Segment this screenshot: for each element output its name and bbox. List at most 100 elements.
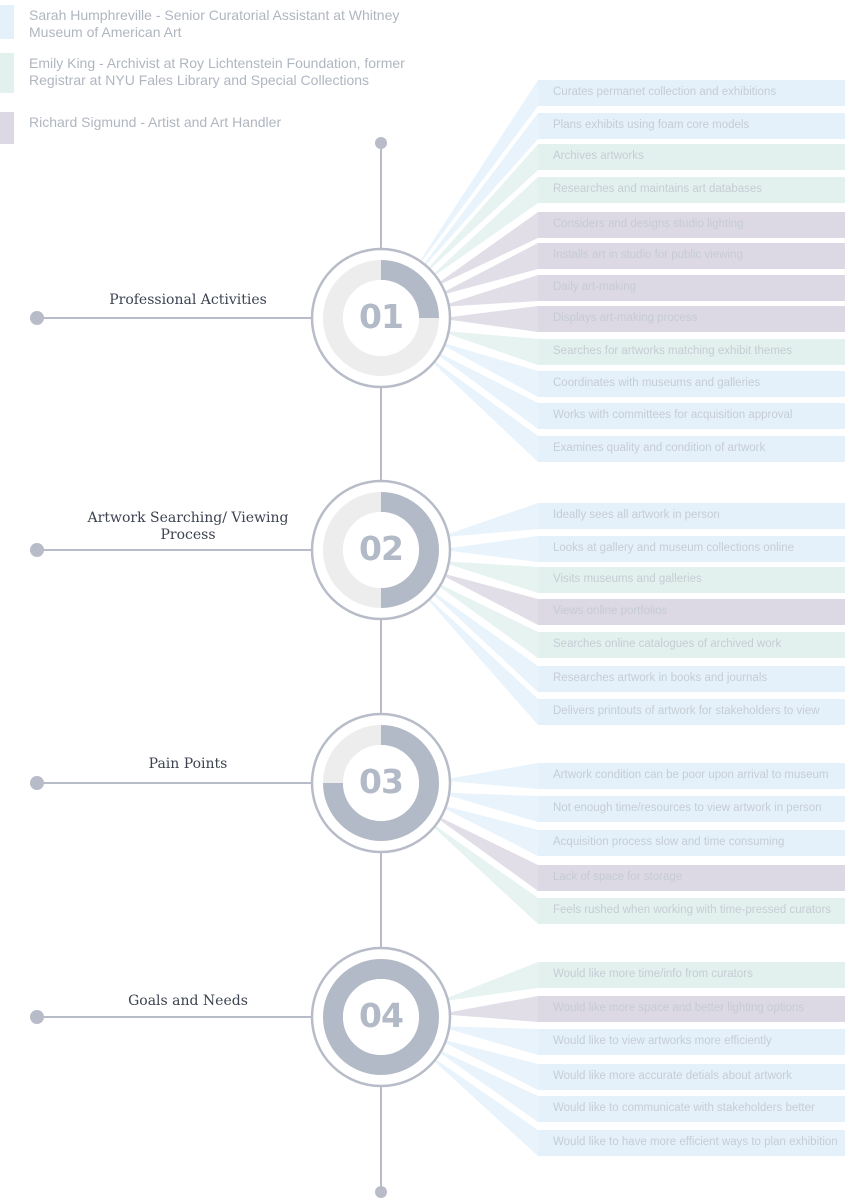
item-label: Lack of space for storage bbox=[553, 871, 683, 883]
item-wedge bbox=[448, 962, 538, 1001]
item-wedge bbox=[434, 361, 538, 462]
item-wedge bbox=[425, 113, 538, 266]
item-label: Researches artwork in books and journals bbox=[553, 672, 768, 684]
item-bar bbox=[538, 536, 845, 562]
item-label: Installs art in studio for public viewin… bbox=[553, 249, 743, 261]
item-label: Would like to view artworks more efficie… bbox=[553, 1035, 772, 1047]
item-wedge bbox=[449, 561, 538, 593]
item-wedge bbox=[450, 1026, 538, 1055]
item-label: Searches online catalogues of archived w… bbox=[553, 638, 782, 650]
item-label: Would like to communicate with stakehold… bbox=[553, 1102, 815, 1114]
item-label: Researches and maintains art databases bbox=[553, 183, 763, 195]
legend-entry: Sarah Humphreville - Senior Curatorial A… bbox=[29, 7, 400, 40]
item-bar bbox=[538, 80, 845, 106]
item-wedge bbox=[449, 275, 538, 307]
item-label: Considers and designs studio lighting bbox=[553, 218, 744, 230]
item-bar bbox=[538, 996, 845, 1022]
section-dot bbox=[30, 311, 44, 325]
legend-swatch bbox=[0, 53, 14, 93]
item-bar bbox=[538, 865, 845, 891]
item-label: Examines quality and condition of artwor… bbox=[553, 442, 766, 454]
item-bar bbox=[538, 699, 845, 725]
section-progress-fill bbox=[380, 260, 439, 319]
item-label: Coordinates with museums and galleries bbox=[553, 377, 761, 389]
section-inner-disc bbox=[343, 745, 419, 821]
item-bar bbox=[538, 212, 845, 238]
item-label: Searches for artworks matching exhibit t… bbox=[553, 345, 793, 357]
section-title: Goals and Needs bbox=[128, 993, 248, 1009]
item-bar bbox=[538, 1064, 845, 1090]
item-label: Curates permanet collection and exhibiti… bbox=[553, 86, 777, 98]
item-bar bbox=[538, 567, 845, 593]
item-bar bbox=[538, 830, 845, 856]
item-wedge bbox=[435, 825, 538, 924]
item-wedge bbox=[450, 536, 538, 562]
section-number: 01 bbox=[359, 297, 404, 336]
item-bar bbox=[538, 436, 845, 462]
item-label: Daily art-making bbox=[553, 281, 637, 293]
item-wedge bbox=[441, 212, 538, 284]
item-bar bbox=[538, 177, 845, 203]
item-wedge bbox=[445, 343, 538, 397]
item-label: Plans exhibits using foam core models bbox=[553, 119, 750, 131]
legend-entry: Emily King - Archivist at Roy Lichtenste… bbox=[29, 55, 405, 88]
item-wedge bbox=[446, 806, 538, 856]
item-label: Works with committees for acquisition ap… bbox=[553, 409, 793, 421]
section-title: Artwork Searching/ Viewing Process bbox=[87, 510, 289, 543]
section-inner-disc bbox=[343, 979, 419, 1055]
legend-entry: Richard Sigmund - Artist and Art Handler bbox=[29, 114, 282, 130]
item-bar bbox=[538, 763, 845, 789]
section-progress-fill bbox=[323, 959, 439, 1075]
section-dot bbox=[30, 1010, 44, 1024]
item-bar bbox=[538, 1130, 845, 1156]
item-label: Displays art-making process bbox=[553, 312, 698, 324]
item-wedge bbox=[440, 817, 538, 891]
timeline-end-dot bbox=[375, 1186, 387, 1198]
section-inner-disc bbox=[343, 280, 419, 356]
section-title: Pain Points bbox=[148, 756, 228, 772]
item-bar bbox=[538, 666, 845, 692]
item-wedge bbox=[429, 144, 538, 270]
section-progress-fill bbox=[380, 492, 439, 608]
item-label: Acquisition process slow and time consum… bbox=[553, 836, 785, 848]
item-wedge bbox=[446, 1040, 538, 1090]
item-wedge bbox=[446, 574, 538, 625]
item-label: Would like more time/info from curators bbox=[553, 968, 753, 980]
item-wedge bbox=[450, 306, 538, 332]
section-dot bbox=[30, 776, 44, 790]
item-bar bbox=[538, 113, 845, 139]
item-bar bbox=[538, 898, 845, 924]
section-dot bbox=[30, 543, 44, 557]
item-wedge bbox=[440, 353, 538, 429]
item-bar bbox=[538, 503, 845, 529]
item-wedge bbox=[441, 1050, 538, 1122]
item-wedge bbox=[435, 1059, 538, 1156]
item-wedge bbox=[421, 80, 538, 263]
item-wedge bbox=[429, 598, 538, 725]
item-label: Artwork condition can be poor upon arriv… bbox=[553, 769, 829, 781]
section-inner-disc bbox=[343, 512, 419, 588]
section-number: 04 bbox=[359, 996, 404, 1035]
item-label: Would like more accurate detials about a… bbox=[553, 1070, 792, 1082]
item-wedge bbox=[435, 177, 538, 276]
item-wedge bbox=[446, 243, 538, 294]
legend-swatch bbox=[0, 5, 14, 39]
timeline-start-dot bbox=[375, 137, 387, 149]
section-progress-fill bbox=[323, 725, 439, 841]
item-label: Ideally sees all artwork in person bbox=[553, 509, 720, 521]
item-bar bbox=[538, 632, 845, 658]
item-bar bbox=[538, 144, 845, 170]
item-bar bbox=[538, 1029, 845, 1055]
item-bar bbox=[538, 306, 845, 332]
legend-swatch bbox=[0, 112, 14, 144]
section-number: 02 bbox=[359, 529, 404, 568]
item-bar bbox=[538, 962, 845, 988]
item-bar bbox=[538, 599, 845, 625]
item-label: Delivers printouts of artwork for stakeh… bbox=[553, 705, 820, 717]
item-bar bbox=[538, 796, 845, 822]
item-bar bbox=[538, 243, 845, 269]
section-title: Professional Activities bbox=[109, 292, 267, 308]
item-wedge bbox=[450, 763, 538, 789]
item-wedge bbox=[450, 996, 538, 1022]
item-bar bbox=[538, 1096, 845, 1122]
